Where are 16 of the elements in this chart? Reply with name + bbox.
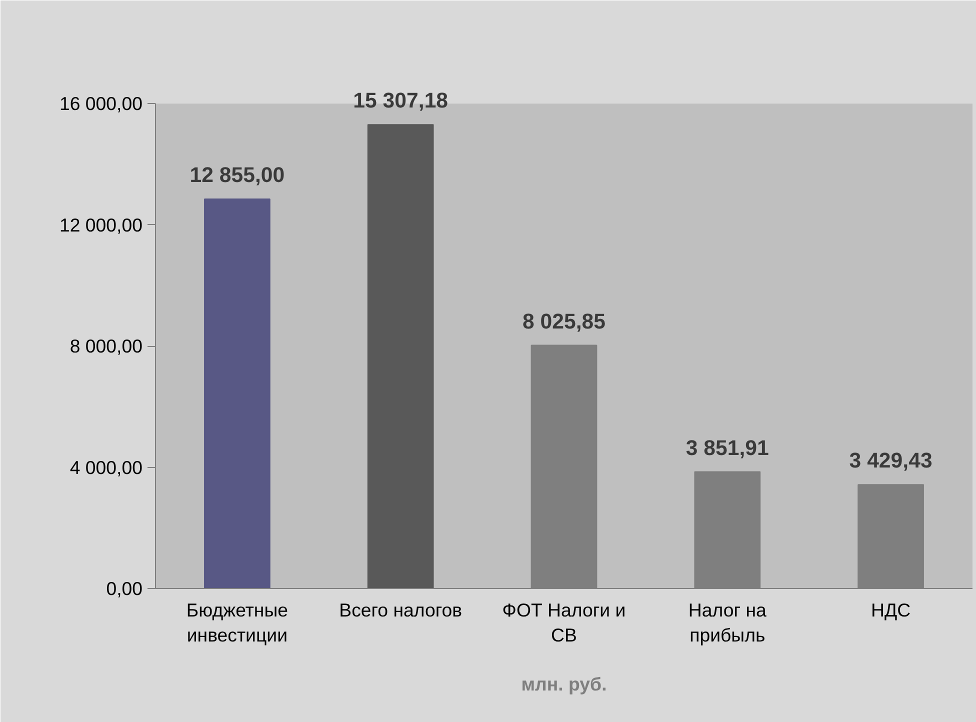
y-tick-label: 0,00: [106, 578, 142, 599]
x-tick-label: НДС: [871, 600, 911, 620]
data-label: 3 851,91: [686, 436, 770, 460]
x-tick-label: Налог на прибыль: [688, 600, 768, 646]
x-tick-label: Бюджетные инвестиции: [186, 600, 288, 646]
y-tick-label: 4 000,00: [70, 456, 143, 478]
data-label: 3 429,43: [849, 448, 932, 473]
y-tick-label: 8 000,00: [70, 336, 143, 357]
y-tick-label: 12 000,00: [60, 214, 143, 236]
data-label: 15 307,18: [353, 88, 448, 113]
x-tick-label: Всего налогов: [339, 600, 462, 620]
y-tick-label: 16 000,00: [60, 93, 143, 114]
x-tick-label: ФОТ Налоги и СВ: [502, 600, 626, 646]
x-axis-title: млн. руб.: [521, 674, 607, 695]
data-label: 8 025,85: [522, 309, 606, 334]
data-label: 12 855,00: [190, 162, 285, 187]
